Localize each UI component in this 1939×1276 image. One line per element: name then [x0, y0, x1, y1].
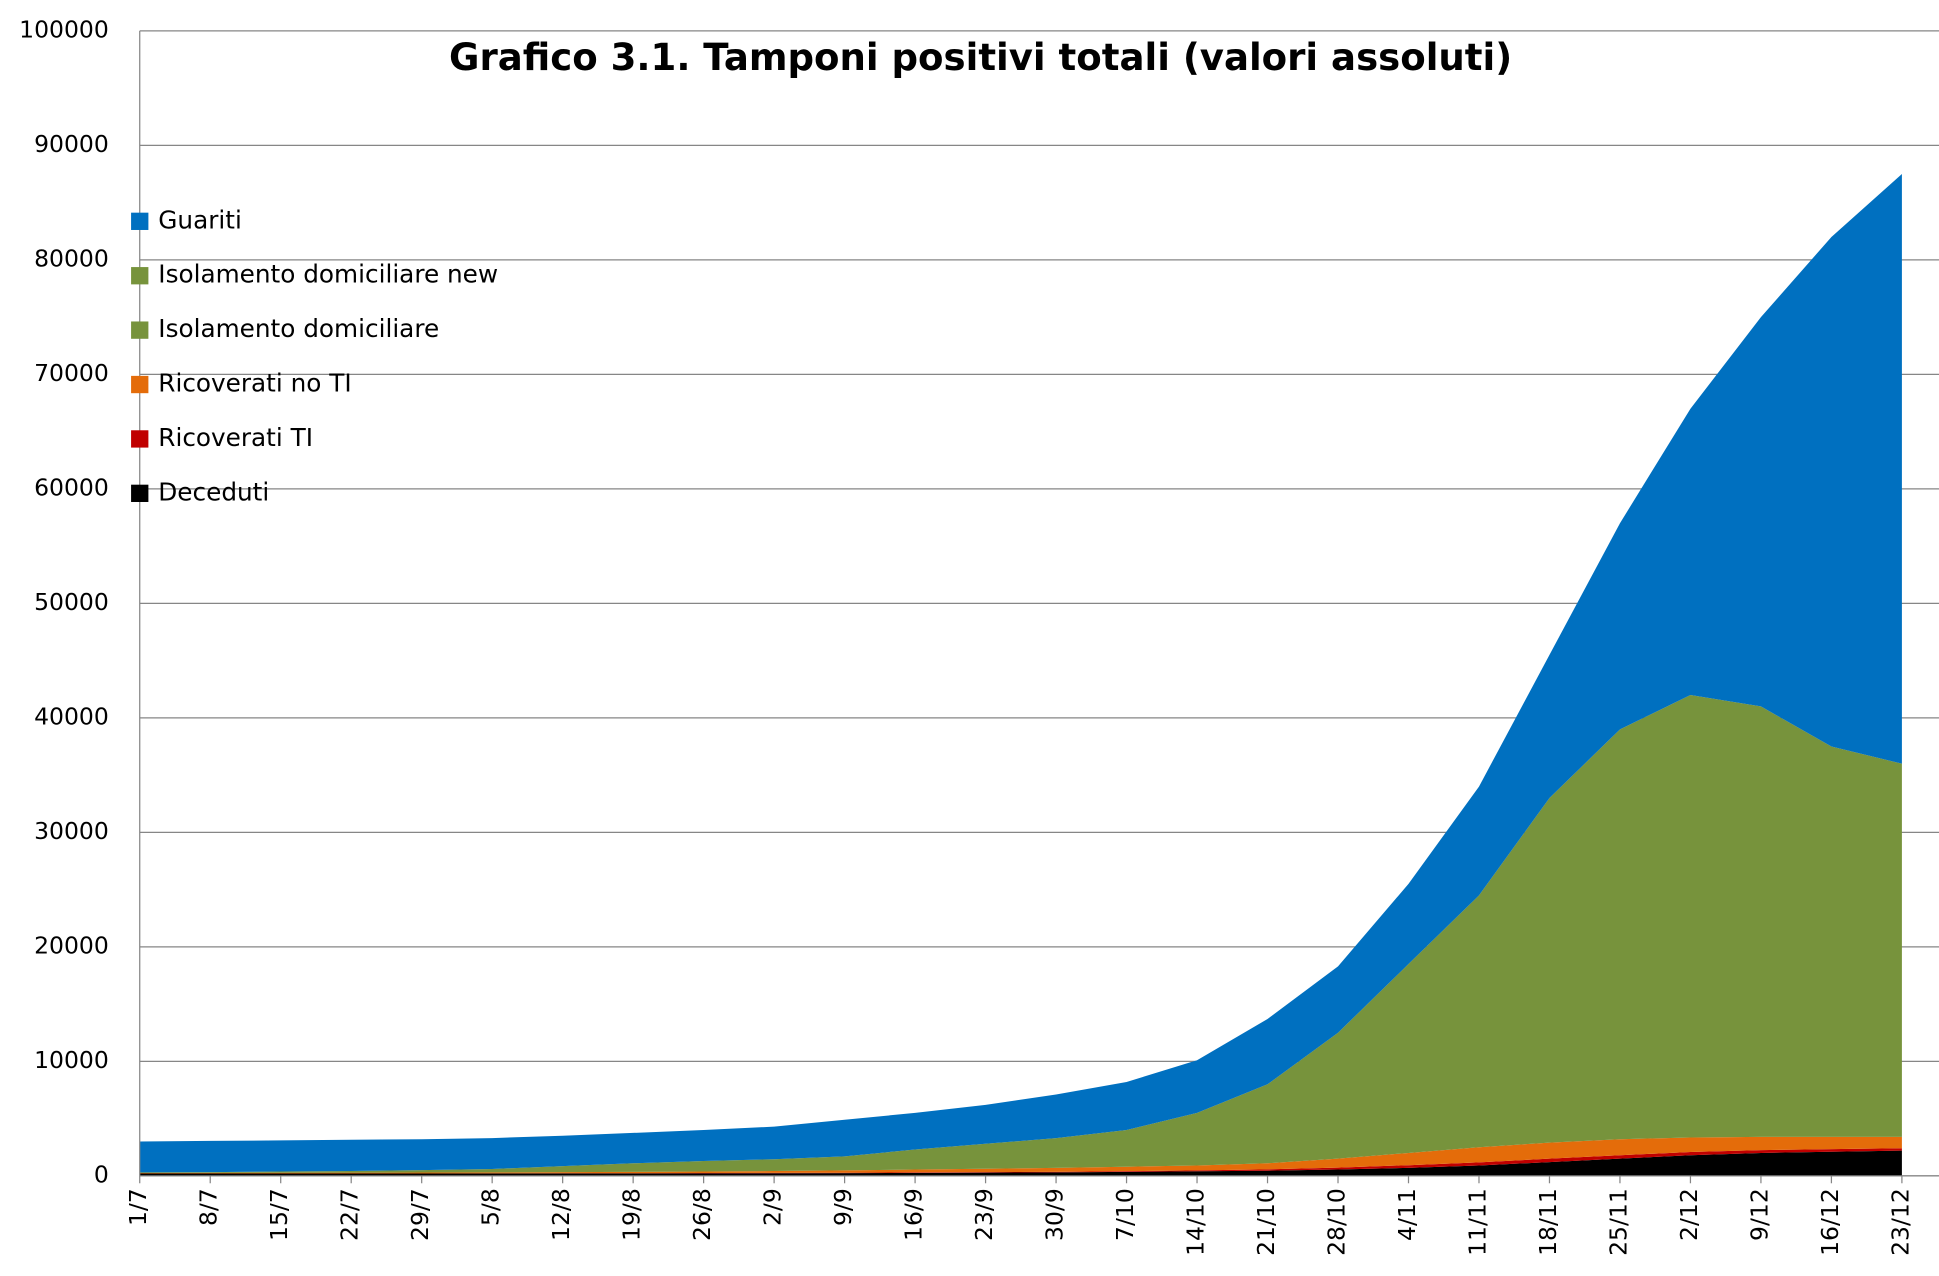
legend-swatch: [131, 212, 149, 230]
y-tick-label: 90000: [34, 130, 109, 158]
x-tick-label: 21/10: [1252, 1188, 1280, 1256]
x-tick-label: 23/9: [970, 1188, 998, 1241]
x-tick-label: 19/8: [618, 1188, 646, 1241]
x-tick-label: 30/9: [1041, 1188, 1069, 1241]
legend-label: Ricoverati TI: [158, 423, 313, 452]
x-tick-label: 11/11: [1463, 1188, 1491, 1256]
y-tick-label: 0: [94, 1160, 109, 1188]
y-tick-label: 60000: [34, 473, 109, 501]
x-tick-label: 2/12: [1675, 1188, 1703, 1241]
legend-label: Deceduti: [158, 477, 269, 506]
legend-label: Ricoverati no TI: [158, 369, 351, 398]
y-tick-label: 50000: [34, 588, 109, 616]
x-tick-label: 29/7: [406, 1188, 434, 1241]
x-tick-label: 16/12: [1816, 1188, 1844, 1256]
area: [139, 1136, 1902, 1174]
areas: [139, 174, 1902, 1176]
chart-title: Grafico 3.1. Tamponi positivi totali (va…: [449, 36, 1512, 79]
y-tick-label: 100000: [19, 15, 109, 43]
legend-swatch: [131, 430, 149, 448]
area: [139, 1150, 1902, 1176]
x-tick-label: 22/7: [336, 1188, 364, 1241]
legend-label: Isolamento domiciliare new: [158, 260, 498, 289]
y-tick-label: 10000: [34, 1046, 109, 1074]
legend-label: Isolamento domiciliare: [158, 314, 439, 343]
y-tick-label: 80000: [34, 244, 109, 272]
x-tick-label: 5/8: [477, 1188, 505, 1226]
legend-swatch: [131, 321, 149, 339]
y-tick-label: 30000: [34, 817, 109, 845]
grid: [139, 30, 1939, 1177]
x-tick-label: 7/10: [1111, 1188, 1139, 1241]
legend-swatch: [131, 484, 149, 502]
area: [139, 174, 1902, 1173]
x-tick-label: 25/11: [1604, 1188, 1632, 1256]
axes: 0 10000 20000 30000 40000 50000 60000 70000 8000…: [19, 15, 1939, 1256]
x-tick-label: 2/9: [759, 1188, 787, 1226]
x-tick-label: 4/11: [1393, 1188, 1421, 1241]
legend-swatch: [131, 375, 149, 394]
x-tick-label: 1/7: [124, 1188, 152, 1226]
legend-label: Guariti: [158, 205, 242, 234]
x-tick-label: 16/9: [900, 1188, 928, 1241]
y-tick-label: 40000: [34, 702, 109, 730]
y-tick-label: 70000: [34, 359, 109, 387]
legend-swatch: [131, 267, 149, 285]
x-tick-label: 9/12: [1745, 1188, 1773, 1241]
x-tick-label: 12/8: [547, 1188, 575, 1241]
x-tick-label: 8/7: [195, 1188, 223, 1226]
area: [139, 694, 1902, 1173]
x-tick-label: 14/10: [1182, 1188, 1210, 1256]
area: [139, 1148, 1902, 1174]
y-tick-label: 20000: [34, 931, 109, 959]
legend: Guariti Isolamento domiciliare new Isolame…: [131, 205, 498, 506]
x-tick-label: 28/10: [1323, 1188, 1351, 1256]
x-tick-label: 23/12: [1886, 1188, 1914, 1256]
x-tick-label: 15/7: [265, 1188, 293, 1241]
x-tick-label: 18/11: [1534, 1188, 1562, 1256]
x-tick-label: 9/9: [829, 1188, 857, 1226]
x-tick-label: 26/8: [688, 1188, 716, 1241]
